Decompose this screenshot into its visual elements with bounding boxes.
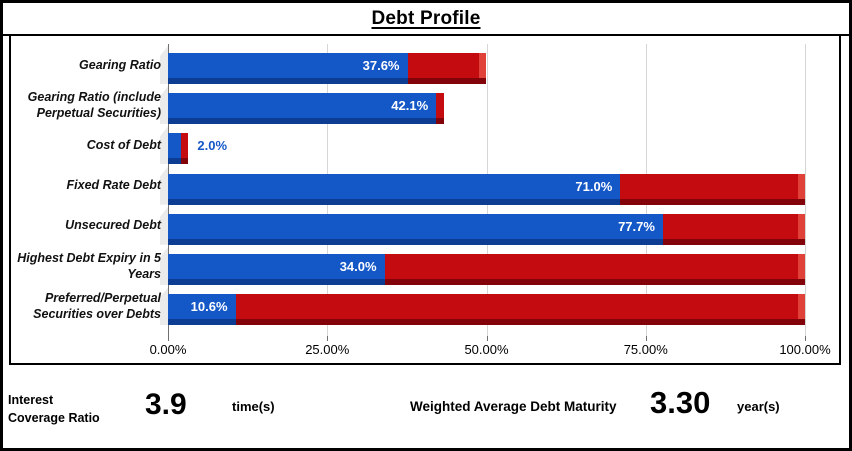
bar-data-label: 42.1% — [391, 98, 429, 114]
x-tick-label: 25.00% — [305, 342, 350, 357]
bar-data-label: 34.0% — [339, 259, 377, 274]
bar-3d-wall — [160, 287, 168, 326]
bar-3d-wall — [160, 126, 168, 165]
x-tickmark — [327, 336, 329, 341]
category-label: Gearing Ratio (include Perpetual Securit… — [27, 90, 161, 120]
category-label: Gearing Ratio — [79, 57, 161, 72]
page-title: Debt Profile — [371, 7, 481, 29]
interest-coverage-ratio-unit: time(s) — [232, 399, 275, 414]
bar-end-cap — [797, 213, 805, 239]
bar-segment-value — [168, 93, 437, 125]
bar-end-cap — [479, 53, 487, 78]
title-bar: Debt Profile — [3, 3, 849, 36]
bar-segment-remainder — [436, 93, 444, 125]
bar-3d-wall — [160, 206, 168, 245]
bar-segment-value — [168, 173, 621, 205]
chart-box: 0.00% 25.00% 50.00% 75.00% 100.00% Gearing Ra… — [9, 36, 841, 365]
bar-segment-value — [168, 213, 663, 245]
bar-3d-wall — [160, 86, 168, 125]
weighted-avg-debt-maturity-value: 3.30 — [650, 385, 711, 420]
category-label: Unsecured Debt — [65, 218, 161, 233]
bar-data-label: 77.7% — [618, 218, 655, 234]
plot-area: 0.00% 25.00% 50.00% 75.00% 100.00% Gearing Ra… — [11, 36, 839, 363]
weighted-avg-debt-maturity-label: Weighted Average Debt Maturity — [410, 399, 617, 414]
bar-segment-value — [168, 53, 408, 84]
bar-data-label: 2.0% — [197, 138, 228, 154]
x-tickmark — [805, 336, 806, 341]
interest-coverage-ratio-value: 3.9 — [145, 388, 187, 421]
bar-data-label: 71.0% — [575, 178, 613, 194]
interest-coverage-ratio-label: Interest Coverage Ratio — [8, 393, 100, 426]
bar-data-label: 10.6% — [190, 299, 228, 315]
category-label: Cost of Debt — [86, 138, 161, 153]
weighted-avg-debt-maturity-unit: year(s) — [737, 399, 780, 414]
bar-segment-value — [168, 254, 385, 285]
bar-segment-remainder — [620, 173, 805, 205]
x-tick-label: 75.00% — [623, 342, 668, 357]
x-tickmark — [645, 336, 647, 341]
x-tickmark — [486, 336, 488, 341]
category-label: Preferred/Perpetual Securities over Debt… — [33, 291, 161, 321]
bar-3d-wall — [160, 166, 168, 205]
bar-segment-remainder — [662, 213, 805, 245]
x-tick-label: 100.00% — [779, 342, 831, 357]
bar-end-cap — [797, 173, 805, 199]
bar-end-cap — [797, 254, 805, 279]
bar-segment-remainder — [235, 294, 805, 326]
category-label: Fixed Rate Debt — [66, 178, 161, 193]
bar-segment-value — [168, 133, 181, 165]
bar-segment-value — [168, 294, 236, 326]
x-tick-label: 50.00% — [464, 342, 509, 357]
bar-end-cap — [797, 294, 805, 320]
bar-3d-wall — [160, 46, 168, 84]
bar-segment-remainder — [407, 53, 487, 84]
bar-segment-remainder — [180, 133, 189, 165]
bar-data-label: 37.6% — [362, 58, 400, 73]
bar-segment-remainder — [384, 254, 805, 285]
bar-3d-wall — [160, 247, 168, 285]
x-tick-label: 0.00% — [149, 342, 187, 357]
x-gridline — [805, 44, 806, 336]
category-label: Highest Debt Expiry in 5 Years — [17, 250, 161, 281]
